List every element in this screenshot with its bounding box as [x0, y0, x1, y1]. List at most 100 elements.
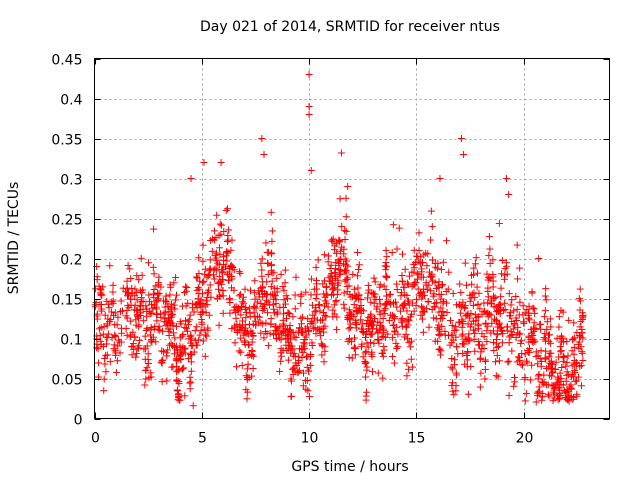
data-point [271, 323, 279, 331]
data-point [417, 253, 425, 261]
data-point [242, 386, 250, 394]
data-point [563, 358, 571, 366]
data-point [345, 325, 353, 333]
data-point [145, 374, 153, 382]
data-point [332, 259, 340, 267]
data-point [425, 323, 433, 331]
data-point [350, 285, 358, 293]
data-point [560, 353, 568, 361]
data-point [404, 321, 412, 329]
data-point [251, 295, 259, 303]
data-point [108, 298, 116, 306]
data-point [422, 249, 430, 257]
data-point [464, 390, 472, 398]
data-point [126, 333, 134, 341]
data-point [555, 323, 563, 331]
data-point [471, 260, 479, 268]
data-point [342, 213, 350, 221]
data-point [334, 286, 342, 294]
data-point [470, 264, 478, 272]
data-point [382, 300, 390, 308]
data-point [273, 310, 281, 318]
data-point [508, 296, 516, 304]
data-point [452, 323, 460, 331]
data-point [325, 274, 333, 282]
data-point [393, 280, 401, 288]
data-point [498, 257, 506, 265]
data-point [368, 352, 376, 360]
data-point [277, 270, 285, 278]
data-point [201, 265, 209, 273]
data-point [514, 353, 522, 361]
data-point [172, 356, 180, 364]
data-point [299, 382, 307, 390]
data-point [134, 313, 142, 321]
data-point [141, 332, 149, 340]
data-point [348, 311, 356, 319]
data-point [151, 301, 159, 309]
data-point [493, 343, 501, 351]
data-point [487, 311, 495, 319]
data-point [429, 256, 437, 264]
data-point [103, 340, 111, 348]
data-point [181, 392, 189, 400]
data-point [263, 278, 271, 286]
data-point [179, 365, 187, 373]
data-point [419, 328, 427, 336]
data-point [457, 289, 465, 297]
data-point [451, 361, 459, 369]
data-point [369, 325, 377, 333]
data-point [531, 338, 539, 346]
data-point [527, 336, 535, 344]
data-point [459, 349, 467, 357]
data-point [350, 344, 358, 352]
data-point [152, 305, 160, 313]
data-point [92, 298, 100, 306]
data-point [204, 289, 212, 297]
data-point [480, 344, 488, 352]
data-point [376, 281, 384, 289]
data-point [490, 346, 498, 354]
data-point [325, 252, 333, 260]
data-point [529, 324, 537, 332]
data-point [153, 297, 161, 305]
data-point [425, 268, 433, 276]
data-point [414, 275, 422, 283]
data-point [519, 302, 527, 310]
data-point [397, 288, 405, 296]
data-point [500, 275, 508, 283]
data-point [382, 266, 390, 274]
data-point [546, 315, 554, 323]
data-point [556, 369, 564, 377]
data-point [329, 290, 337, 298]
data-point [410, 246, 418, 254]
data-point [435, 346, 443, 354]
data-point [273, 274, 281, 282]
data-point [359, 353, 367, 361]
data-point [147, 369, 155, 377]
data-point [180, 344, 188, 352]
data-point [475, 289, 483, 297]
data-point [556, 395, 564, 403]
data-point [435, 291, 443, 299]
data-point [249, 352, 257, 360]
data-point [203, 294, 211, 302]
data-point [578, 315, 586, 323]
data-point [181, 349, 189, 357]
data-point [383, 274, 391, 282]
data-point [403, 307, 411, 315]
data-point [417, 303, 425, 311]
data-point [241, 337, 249, 345]
data-point [257, 259, 265, 267]
data-point [184, 299, 192, 307]
y-tick-label: 0.15 [51, 293, 82, 309]
data-point [321, 311, 329, 319]
data-point [534, 360, 542, 368]
data-point [398, 250, 406, 258]
data-point [402, 330, 410, 338]
data-point [362, 330, 370, 338]
data-point [287, 377, 295, 385]
data-point [114, 342, 122, 350]
data-point [315, 301, 323, 309]
data-point [279, 310, 287, 318]
